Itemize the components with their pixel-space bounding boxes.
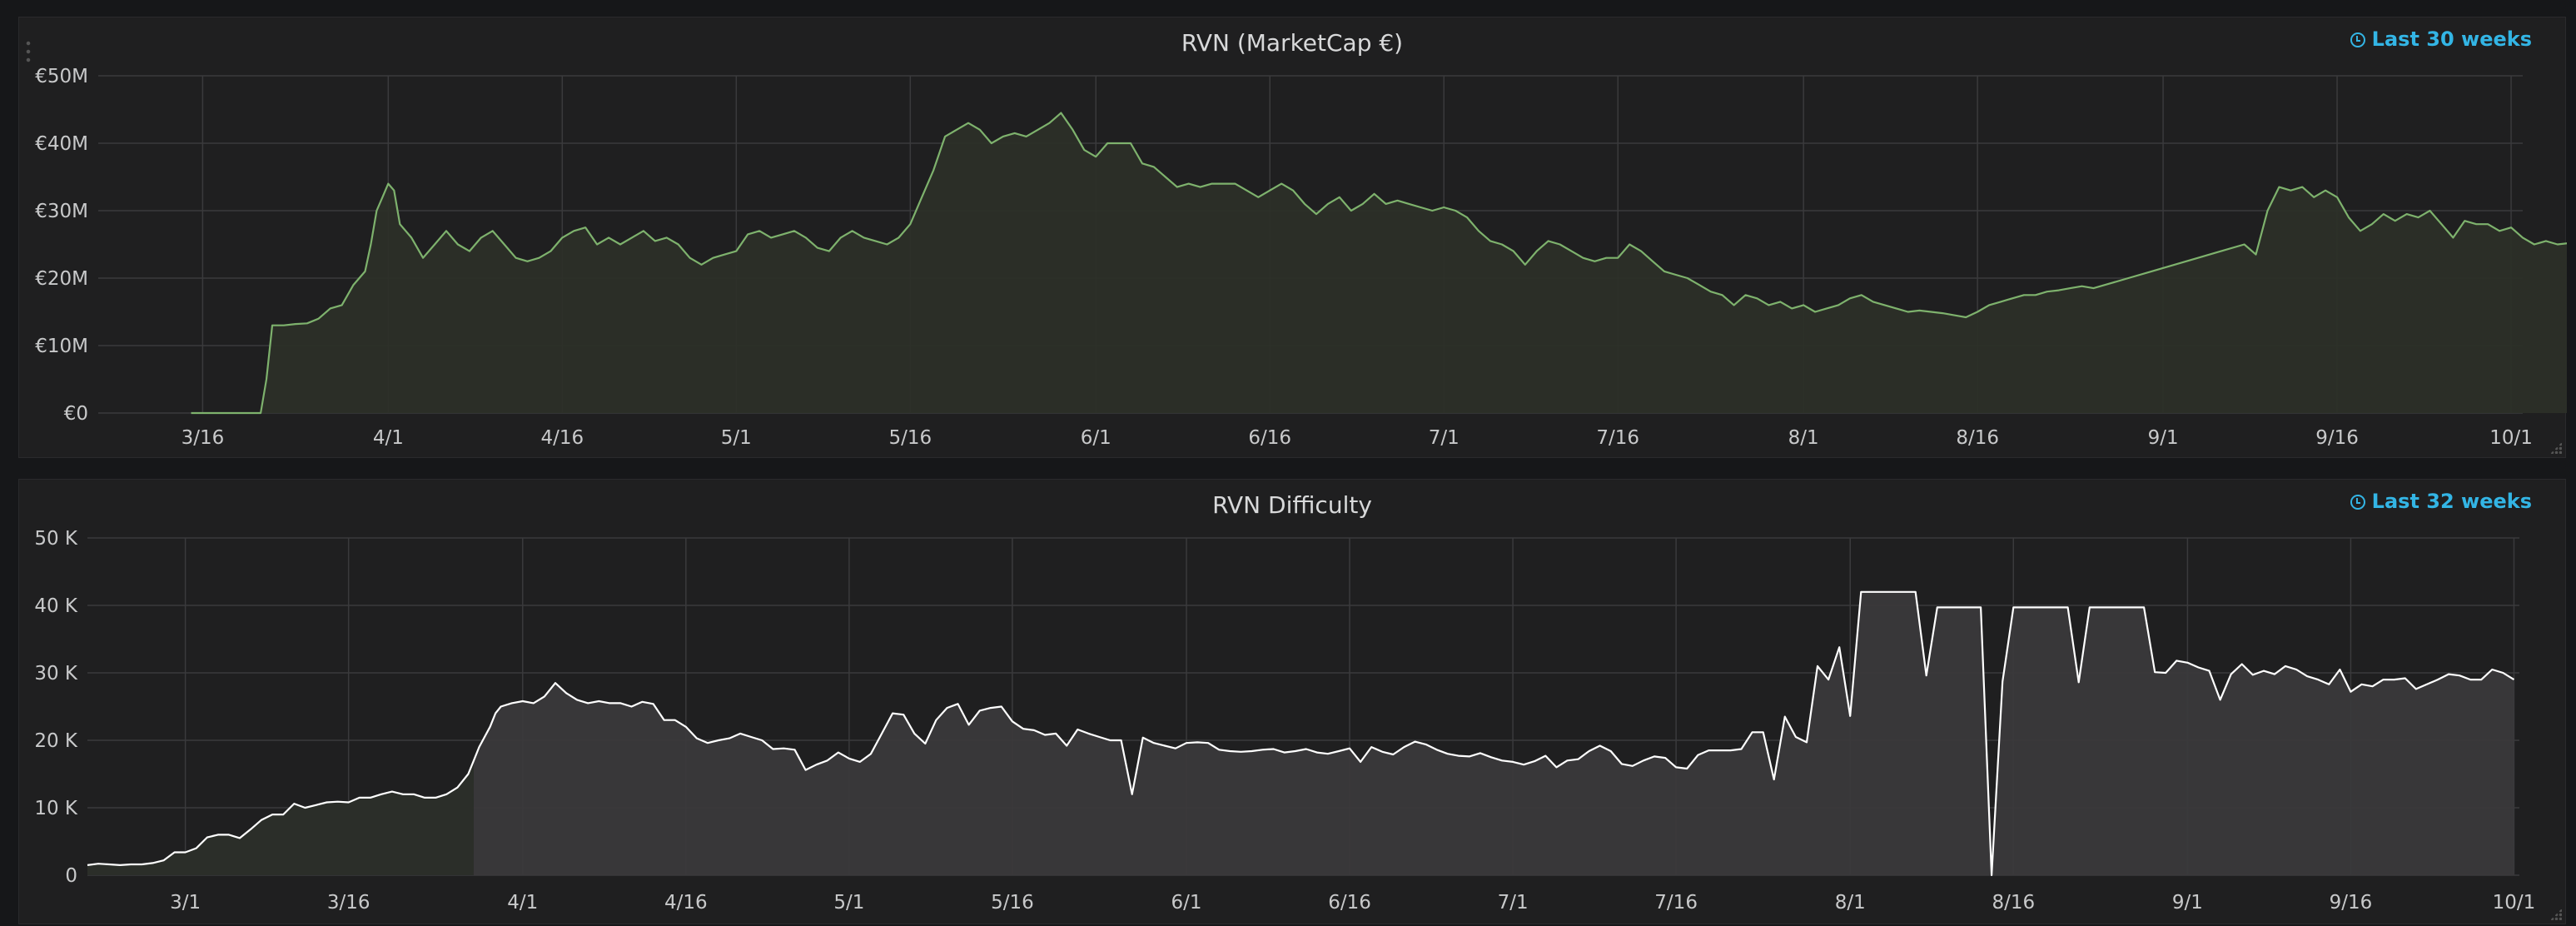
x-tick-label: 7/16 (1596, 427, 1639, 449)
x-tick-label: 9/1 (2172, 892, 2203, 914)
x-tick-label: 8/16 (1956, 427, 1999, 449)
y-tick-label: 20 K (34, 730, 78, 752)
y-tick-label: €50M (35, 66, 88, 87)
x-tick-label: 9/16 (2315, 427, 2359, 449)
x-tick-label: 5/16 (991, 892, 1034, 914)
x-tick-label: 4/1 (373, 427, 404, 449)
x-tick-label: 9/1 (2148, 427, 2179, 449)
series-line (191, 112, 2567, 415)
y-tick-label: €40M (35, 133, 88, 155)
time-range-label: Last 32 weeks (2371, 490, 2532, 513)
x-tick-label: 7/1 (1498, 892, 1529, 914)
x-tick-label: 4/16 (664, 892, 708, 914)
x-tick-label: 10/1 (2493, 892, 2536, 914)
x-tick-label: 7/16 (1654, 892, 1698, 914)
x-tick-label: 10/1 (2489, 427, 2533, 449)
series-area (87, 591, 2514, 875)
y-tick-label: €30M (35, 201, 88, 222)
clock-icon (2350, 495, 2365, 510)
y-tick-label: €10M (35, 336, 88, 357)
x-tick-label: 5/1 (721, 427, 752, 449)
y-tick-label: 30 K (34, 663, 78, 685)
x-tick-label: 5/1 (833, 892, 864, 914)
x-tick-label: 6/16 (1248, 427, 1291, 449)
panel-title[interactable]: RVN Difficulty (1212, 491, 1372, 519)
marketcap-chart: €0 €10M €20M €30M €40M €50M 3/16 4/1 4/16 5/1 5/16… (35, 66, 2567, 449)
x-tick-label: 6/16 (1328, 892, 1371, 914)
x-tick-label: 8/16 (1992, 892, 2035, 914)
y-tick-label: 50 K (34, 528, 78, 550)
series-line (87, 590, 2515, 877)
panel-drag-handle[interactable] (26, 39, 31, 64)
series-area-early (87, 760, 474, 875)
y-tick-label: 10 K (34, 798, 78, 819)
y-tick-label: 0 (65, 865, 77, 887)
x-tick-label: 4/1 (507, 892, 538, 914)
panel-title[interactable]: RVN (MarketCap €) (1181, 29, 1404, 57)
x-tick-label: 8/1 (1788, 427, 1819, 449)
x-tick-label: 7/1 (1429, 427, 1460, 449)
x-tick-label: 3/1 (170, 892, 201, 914)
y-tick-label: €20M (35, 268, 88, 290)
series-area (191, 112, 2567, 413)
x-tick-label: 6/1 (1081, 427, 1111, 449)
y-tick-label: €0 (64, 403, 88, 425)
time-range-badge[interactable]: Last 30 weeks (2350, 27, 2532, 51)
x-tick-label: 6/1 (1171, 892, 1201, 914)
x-tick-label: 9/16 (2330, 892, 2373, 914)
x-tick-label: 5/16 (888, 427, 932, 449)
x-tick-label: 3/16 (182, 427, 225, 449)
x-tick-label: 3/16 (327, 892, 370, 914)
difficulty-chart: 0 10 K 20 K 30 K 40 K 50 K 3/1 3/16 4/1 4/16 5/1 5/… (34, 528, 2536, 914)
difficulty-panel: RVN Difficulty Last 32 weeks 0 10 K 20 K 30… (18, 479, 2566, 924)
x-tick-label: 8/1 (1835, 892, 1866, 914)
time-range-label: Last 30 weeks (2371, 27, 2532, 51)
time-range-badge[interactable]: Last 32 weeks (2350, 490, 2532, 513)
x-tick-label: 4/16 (540, 427, 584, 449)
marketcap-panel: RVN (MarketCap €) Last 30 weeks €0 €10M €2… (18, 17, 2567, 458)
clock-icon (2350, 32, 2365, 47)
y-tick-label: 40 K (34, 595, 78, 617)
